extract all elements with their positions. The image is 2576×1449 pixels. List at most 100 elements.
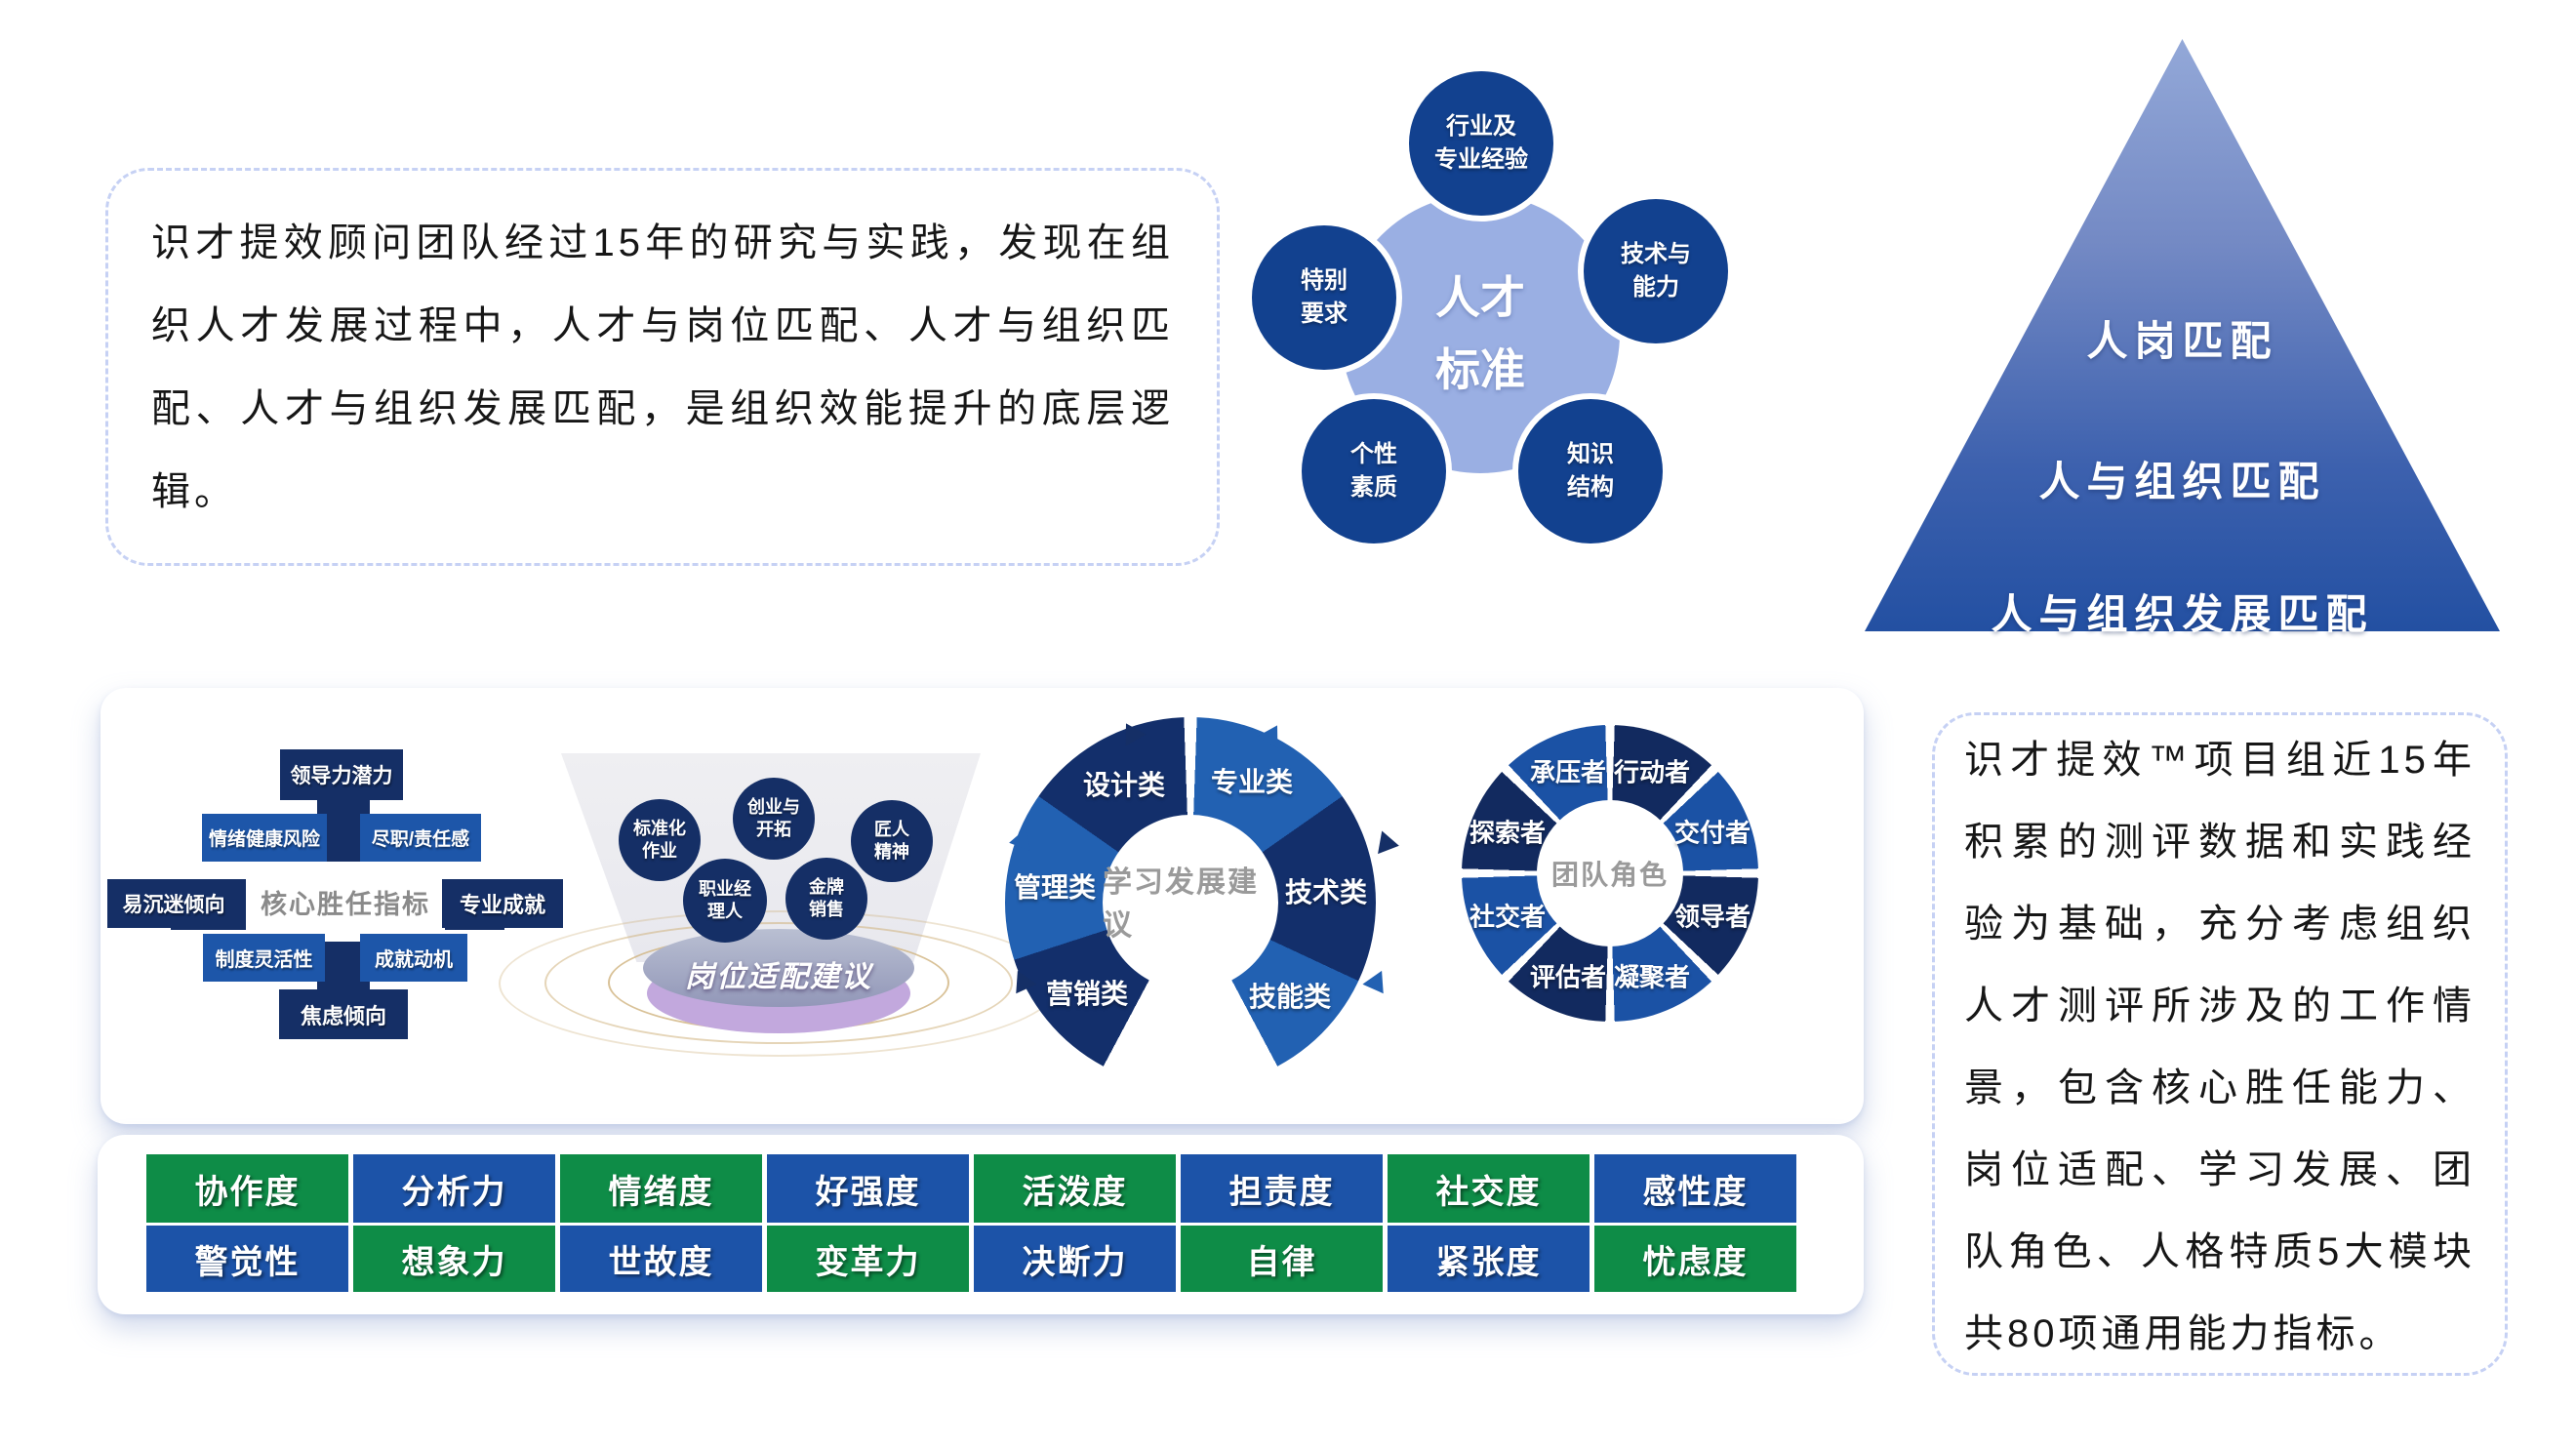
pyramid-level-1: 人岗匹配: [2086, 318, 2278, 364]
learning-arc-center: 学习发展建议: [1103, 815, 1278, 990]
learning-segment-design: 设计类: [1082, 770, 1166, 800]
indicator-cell: 紧张度: [1388, 1226, 1590, 1292]
satellite-special-requirements: 特别 要求: [1252, 225, 1396, 370]
role-label: 标准化: [633, 819, 686, 838]
position-fit-title-label: 岗位适配建议: [685, 961, 872, 993]
pyramid-level-3: 人与组织发展匹配: [1991, 591, 2374, 637]
learning-segment-marketing: 营销类: [1045, 979, 1129, 1009]
satellite-label: 知识: [1567, 441, 1614, 467]
team-role-socializer: 社交者: [1469, 902, 1547, 932]
satellite-label: 结构: [1567, 474, 1614, 501]
satellite-personality: 个性 素质: [1302, 399, 1446, 543]
competency-label: 领导力潜力: [290, 765, 393, 787]
funnel-slate-ellipse: [643, 929, 914, 1007]
indicator-cell: 好强度: [767, 1154, 969, 1223]
competency-label: 制度灵活性: [215, 949, 313, 971]
team-role-deliverer: 交付者: [1673, 818, 1751, 848]
satellite-knowledge-structure: 知识 结构: [1518, 399, 1663, 543]
indicator-cell: 想象力: [353, 1226, 555, 1292]
competency-item-addiction-tendency: 易沉迷倾向: [107, 879, 240, 928]
intro-text-box: 识才提效顾问团队经过15年的研究与实践，发现在组织人才发展过程中，人才与岗位匹配…: [105, 168, 1220, 566]
satellite-skills-ability: 技术与 能力: [1584, 199, 1728, 343]
learning-segment-skill: 技能类: [1248, 982, 1332, 1012]
satellite-label: 能力: [1632, 274, 1679, 301]
learning-title: 学习发展建议: [1103, 866, 1259, 942]
competency-label: 成就动机: [375, 949, 453, 971]
satellite-label: 特别: [1301, 267, 1348, 294]
talent-standard-line1: 人才: [1435, 272, 1525, 323]
team-role-pressure-bearer: 承压者: [1529, 757, 1607, 787]
competency-item-professional-achievement: 专业成就: [442, 879, 563, 928]
summary-text-box: 识才提效™项目组近15年积累的测评数据和实践经验为基础，充分考虑组织人才测评所涉…: [1932, 712, 2508, 1376]
role-entrepreneurship: 创业与 开拓: [733, 778, 815, 860]
role-top-sales: 金牌 销售: [785, 858, 867, 940]
competency-item-emotional-risk: 情绪健康风险: [202, 814, 327, 862]
indicator-cell: 忧虑度: [1594, 1226, 1796, 1292]
intro-text: 识才提效顾问团队经过15年的研究与实践，发现在组织人才发展过程中，人才与岗位匹配…: [151, 221, 1174, 513]
team-role-explorer: 探索者: [1469, 818, 1547, 848]
satellite-label: 行业及: [1446, 113, 1516, 140]
position-fit-title: 岗位适配建议: [632, 952, 925, 995]
indicator-cell: 活泼度: [974, 1154, 1176, 1223]
team-roles-center: 团队角色: [1537, 800, 1683, 946]
team-role-evaluator: 评估者: [1529, 962, 1607, 992]
team-role-cohesion: 凝聚者: [1613, 962, 1691, 992]
arc-arrow-icon: [1362, 970, 1393, 1001]
satellite-label: 个性: [1350, 441, 1397, 467]
indicator-cell: 世故度: [560, 1226, 762, 1292]
competency-center: 核心胜任指标: [246, 862, 445, 942]
talent-standard-line2: 标准: [1435, 344, 1525, 395]
indicator-cell: 感性度: [1594, 1154, 1796, 1223]
satellite-label: 专业经验: [1434, 146, 1528, 173]
satellite-label: 素质: [1350, 474, 1397, 501]
role-label: 开拓: [756, 820, 791, 839]
learning-segment-management: 管理类: [1013, 872, 1097, 903]
funnel-gold-ring-mid: [544, 922, 1013, 1044]
match-pyramid: 人岗匹配 人与组织匹配 人与组织发展匹配: [1865, 39, 2500, 637]
role-craftsman-spirit: 匠人 精神: [851, 800, 933, 882]
team-role-actor: 行动者: [1613, 757, 1691, 787]
role-label: 职业经: [699, 879, 751, 899]
summary-text: 识才提效™项目组近15年积累的测评数据和实践经验为基础，充分考虑组织人才测评所涉…: [1964, 739, 2475, 1355]
team-roles-title: 团队角色: [1550, 860, 1669, 890]
diagrams-card: 核心胜任指标 领导力潜力 情绪健康风险 尽职/责任感 易沉迷倾向 专业成就 制度…: [101, 688, 1864, 1124]
role-label: 创业与: [747, 797, 800, 817]
satellite-industry-experience: 行业及 专业经验: [1409, 71, 1553, 216]
talent-standard-cluster: 人才 标准 行业及 专业经验 特别 要求 技术与 能力 个性 素质 知识 结构: [1239, 34, 1747, 556]
competency-item-achievement-motivation: 成就动机: [360, 934, 467, 982]
role-standardized-work: 标准化 作业: [619, 799, 701, 881]
role-professional-manager: 职业经 理人: [683, 859, 767, 943]
learning-segment-professional: 专业类: [1210, 767, 1294, 797]
role-label: 匠人: [874, 820, 909, 839]
indicator-cell: 分析力: [353, 1154, 555, 1223]
indicator-cell: 协作度: [146, 1154, 348, 1223]
competency-label: 焦虑倾向: [300, 1003, 386, 1028]
competency-label: 情绪健康风险: [208, 829, 320, 850]
competency-item-leadership: 领导力潜力: [280, 749, 403, 800]
competency-center-label: 核心胜任指标: [261, 889, 430, 919]
pyramid-level-2: 人与组织匹配: [2038, 459, 2326, 504]
competency-label: 专业成就: [459, 893, 545, 917]
indicator-cell: 自律: [1181, 1226, 1383, 1292]
role-label: 作业: [642, 841, 677, 861]
indicators-card: 协作度 分析力 情绪度 好强度 活泼度 担责度 社交度 感性度 警觉性 想象力 …: [98, 1135, 1864, 1314]
indicator-cell: 警觉性: [146, 1226, 348, 1292]
team-role-leader: 领导者: [1673, 902, 1751, 932]
arc-arrow-icon: [1007, 827, 1030, 855]
competency-label: 尽职/责任感: [371, 829, 470, 850]
indicator-cell: 社交度: [1388, 1154, 1590, 1223]
competency-item-anxiety-tendency: 焦虑倾向: [279, 989, 408, 1039]
role-label: 理人: [707, 902, 743, 921]
competency-item-rule-flexibility: 制度灵活性: [203, 934, 325, 982]
arc-arrow-icon: [1378, 830, 1401, 858]
role-label: 精神: [874, 842, 909, 862]
indicator-cell: 变革力: [767, 1226, 969, 1292]
role-label: 金牌: [809, 877, 844, 897]
satellite-label: 要求: [1301, 301, 1348, 327]
learning-segment-technical: 技术类: [1284, 877, 1368, 907]
competency-label: 易沉迷倾向: [122, 894, 225, 916]
indicator-cell: 决断力: [974, 1226, 1176, 1292]
satellite-label: 技术与: [1621, 241, 1691, 267]
competency-item-conscientiousness: 尽职/责任感: [360, 814, 481, 862]
